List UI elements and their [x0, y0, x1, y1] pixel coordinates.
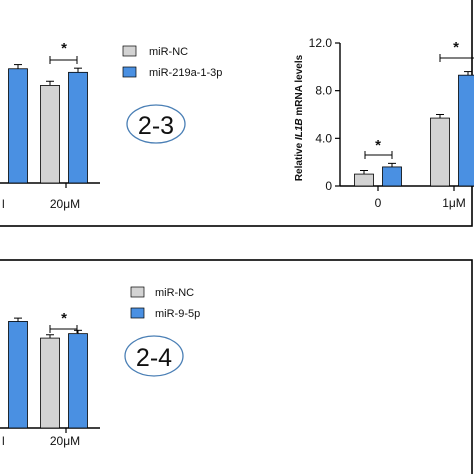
panel-lower-frame	[0, 259, 473, 474]
upper-right-x-label-0: 0	[375, 196, 382, 210]
upper-left-bar-0-1	[40, 85, 60, 184]
lower-left-bar-1-0	[8, 321, 28, 429]
upper-left-bar-1-1	[68, 71, 88, 184]
upper-right-y-tick-label-0: 0	[325, 179, 332, 193]
upper-left-x-tick-20: 20μM	[50, 197, 80, 211]
upper-left-x-tick-partial: l	[2, 197, 5, 211]
lower-left-x-tick-partial: l	[2, 434, 5, 448]
lower-left-sig-star: *	[61, 310, 67, 327]
upper-right-bar-1-1	[458, 74, 474, 187]
upper-right-y-tick-label-1: 4.0	[315, 131, 332, 145]
upper-right-y-tick-label-2: 8.0	[315, 84, 332, 98]
lower-circle-label: 2-4	[124, 335, 184, 377]
upper-left-bar-1-0	[8, 68, 28, 184]
upper-right-ylabel: Relative IL1B mRNA levels	[294, 54, 305, 181]
upper-right-bar-0-1	[430, 117, 450, 187]
upper-right-bar-1-0	[382, 166, 402, 187]
lower-legend-mir-swatch	[130, 307, 145, 319]
lower-left-x-tick-20: 20μM	[50, 434, 80, 448]
upper-left-chart: * l 20μM	[0, 40, 100, 211]
lower-legend-nc-swatch	[130, 286, 145, 298]
upper-right-sig2-star: *	[453, 39, 459, 56]
upper-legend-mir-swatch	[122, 66, 137, 78]
upper-circle	[126, 104, 186, 144]
upper-right-chart: Relative IL1B mRNA levels 04.08.012.0 * …	[294, 36, 474, 210]
upper-left-sig-star: *	[61, 40, 67, 57]
lower-left-bar-1-1	[68, 333, 88, 429]
upper-legend: miR-NC miR-219a-1-3p	[122, 45, 222, 79]
lower-circle	[124, 335, 184, 377]
lower-legend: miR-NC miR-9-5p	[130, 286, 200, 320]
lower-legend-nc-label: miR-NC	[155, 287, 194, 299]
upper-legend-nc-label: miR-NC	[149, 46, 188, 58]
upper-circle-text: 2-3	[138, 112, 174, 140]
lower-left-chart: * l 20μM	[0, 310, 100, 448]
upper-right-bar-0-0	[354, 173, 374, 187]
lower-legend-mir-label: miR-9-5p	[155, 308, 200, 320]
lower-circle-text: 2-4	[136, 344, 172, 372]
upper-right-y-tick-label-3: 12.0	[309, 36, 333, 50]
upper-right-sig1-star: *	[375, 137, 381, 154]
upper-legend-nc-swatch	[122, 45, 137, 57]
lower-left-bar-0-1	[40, 337, 60, 429]
upper-circle-label: 2-3	[126, 104, 186, 144]
upper-legend-mir-label: miR-219a-1-3p	[149, 67, 222, 79]
upper-right-x-label-1: 1μM	[442, 196, 466, 210]
